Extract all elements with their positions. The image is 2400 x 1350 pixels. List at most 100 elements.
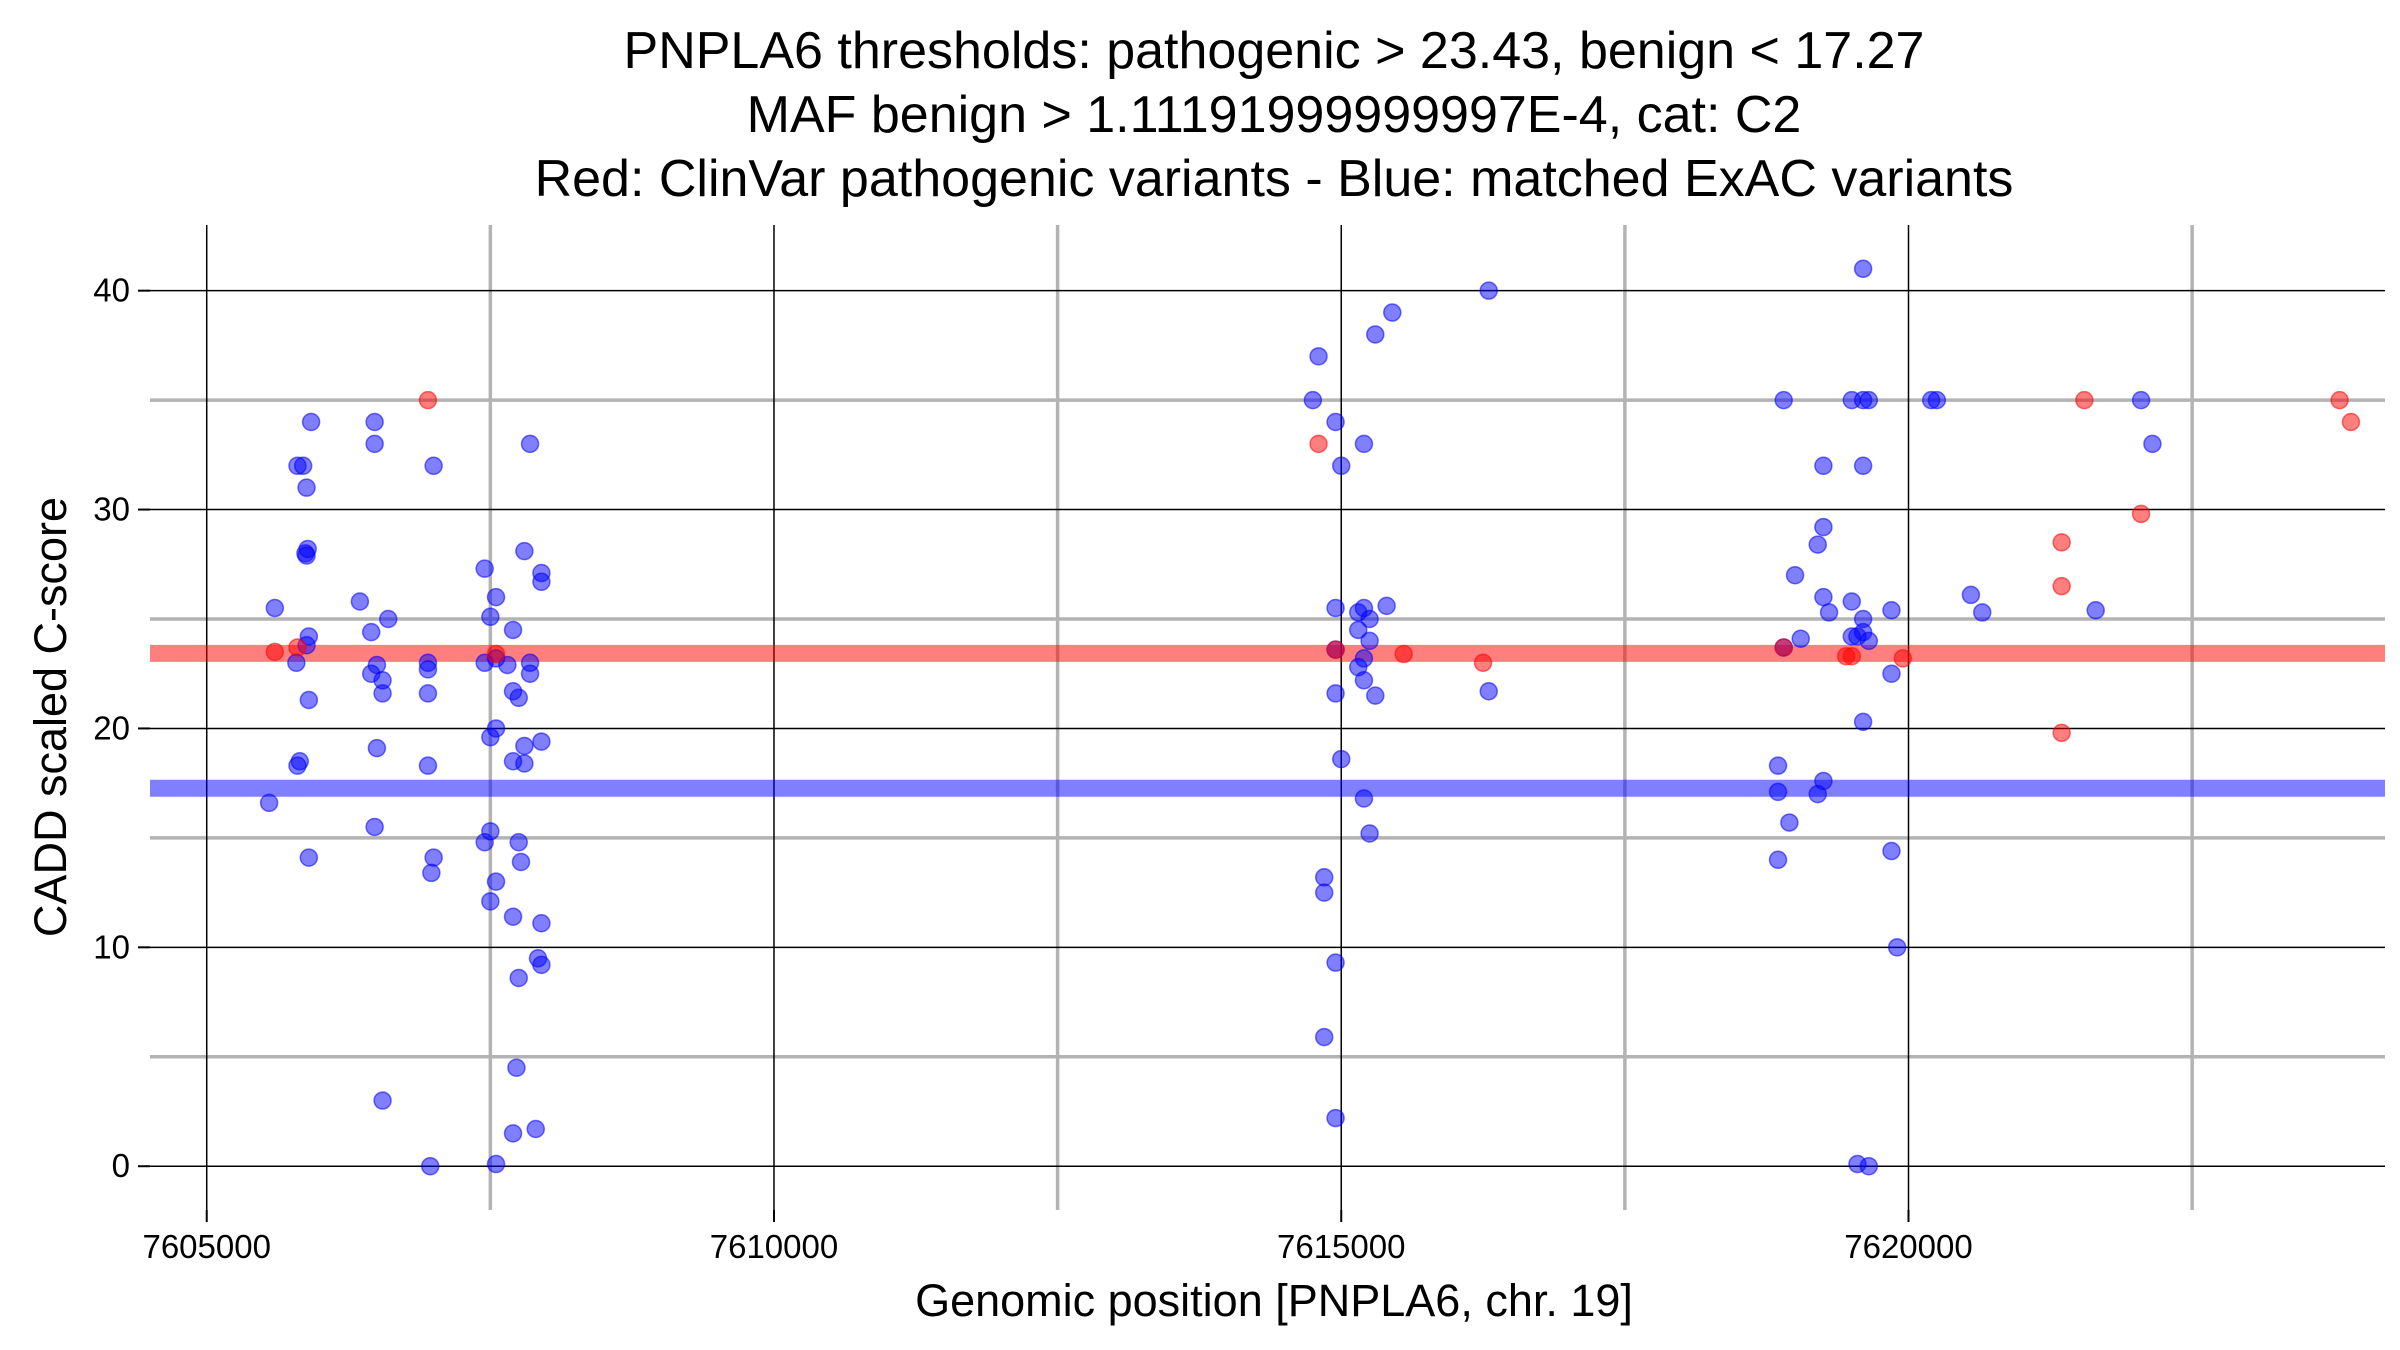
exac-variant-point (1768, 782, 1788, 802)
exac-variant-point (498, 655, 517, 675)
exac-variant-point (1780, 813, 1799, 832)
exac-variant-point (301, 412, 321, 432)
y-tick-label: 20 (93, 709, 130, 746)
exac-variant-point (526, 1119, 545, 1139)
exac-variant-point (378, 609, 398, 629)
chart-title: PNPLA6 thresholds: pathogenic > 23.43, b… (535, 22, 2014, 208)
exac-variant-point (481, 822, 500, 841)
exac-variant-point (1768, 850, 1788, 870)
exac-variant-point (424, 456, 443, 476)
exac-variant-point (1354, 649, 1374, 668)
exac-variant-point (532, 572, 551, 592)
clinvar-variant-point (1774, 638, 1793, 657)
exac-variant-point (1842, 592, 1862, 611)
y-tick-label: 0 (112, 1147, 130, 1184)
exac-variant-point (481, 727, 500, 747)
clinvar-variant-point (1394, 644, 1413, 664)
y-tick-label: 10 (93, 928, 130, 965)
exac-variant-point (2143, 434, 2162, 454)
exac-variant-point (1331, 456, 1351, 476)
clinvar-variant-point (2330, 390, 2349, 410)
exac-variant-point (486, 587, 506, 607)
exac-variant-point (373, 1091, 392, 1110)
exac-variant-point (1314, 868, 1334, 887)
exac-variant-point (1360, 609, 1379, 629)
x-tick-label: 7605000 (142, 1228, 270, 1265)
x-axis-label: Genomic position [PNPLA6, chr. 19] (915, 1275, 1633, 1326)
exac-variant-point (1377, 596, 1396, 616)
exac-variant-point (288, 756, 307, 775)
exac-variant-point (1314, 883, 1334, 902)
exac-variant-point (507, 1058, 526, 1077)
exac-variant-point (259, 793, 279, 813)
exac-variant-point (1961, 585, 1981, 605)
exac-variant-point (1887, 938, 1907, 957)
clinvar-variant-point (2052, 533, 2071, 552)
exac-variant-point (365, 434, 384, 454)
exac-variant-point (475, 559, 494, 578)
exac-variant-point (365, 817, 384, 837)
exac-variant-point (520, 434, 540, 454)
exac-variant-point (2131, 390, 2151, 410)
exac-variant-point (1853, 390, 1873, 410)
clinvar-variant-point (2052, 723, 2071, 743)
x-tick-label: 7610000 (710, 1228, 838, 1265)
exac-variant-point (509, 968, 528, 988)
exac-variant-point (509, 833, 528, 852)
exac-variant-point (418, 660, 438, 679)
clinvar-variant-point (2052, 576, 2071, 596)
exac-variant-point (1853, 712, 1873, 732)
exac-variant-point (1814, 456, 1833, 476)
exac-variant-point (1859, 1156, 1879, 1176)
y-tick-label: 30 (93, 491, 130, 528)
exac-variant-point (503, 1124, 523, 1143)
data-points (259, 259, 2361, 1176)
exac-variant-point (481, 892, 500, 911)
exac-variant-point (373, 671, 392, 690)
clinvar-variant-point (2075, 390, 2094, 410)
exac-variant-point (361, 622, 381, 642)
exac-variant-point (1383, 303, 1402, 322)
exac-variant-point (418, 684, 438, 703)
clinvar-variant-point (1473, 653, 1493, 673)
exac-variant-point (1814, 517, 1833, 537)
exac-variant-point (511, 852, 531, 872)
exac-variant-point (515, 754, 534, 773)
exac-variant-point (503, 620, 523, 640)
exac-variant-point (1366, 686, 1385, 705)
exac-variant-point (1360, 631, 1379, 651)
exac-variant-point (486, 872, 506, 891)
clinvar-variant-point (1326, 640, 1345, 659)
exac-variant-point (1853, 259, 1873, 279)
clinvar-variant-point (1893, 649, 1913, 668)
exac-variant-point (520, 653, 540, 673)
clinvar-variant-point (1842, 646, 1862, 666)
exac-variant-point (1314, 1027, 1334, 1047)
exac-variant-point (1354, 671, 1374, 690)
exac-variant-point (2086, 600, 2105, 620)
exac-variant-point (1814, 771, 1833, 791)
exac-variant-point (1808, 535, 1827, 554)
exac-variant-point (481, 607, 500, 627)
exac-variant-point (1326, 598, 1345, 618)
exac-variant-point (1882, 664, 1901, 683)
exac-variant-point (299, 690, 319, 710)
exac-variant-point (1303, 390, 1323, 410)
exac-variant-point (299, 848, 319, 867)
chart-title-line-1: PNPLA6 thresholds: pathogenic > 23.43, b… (624, 22, 1925, 80)
exac-variant-point (1479, 281, 1498, 300)
exac-variant-point (1785, 565, 1805, 585)
exac-variant-point (515, 736, 534, 756)
exac-variant-point (1882, 600, 1901, 620)
clinvar-variant-point (2131, 504, 2151, 524)
exac-variant-point (287, 653, 306, 673)
exac-variant-point (1326, 412, 1345, 432)
clinvar-variant-point (418, 390, 438, 410)
y-tick-label: 40 (93, 272, 130, 309)
exac-variant-point (532, 955, 551, 975)
exac-variant-point (265, 598, 285, 618)
clinvar-variant-point (2341, 412, 2361, 432)
exac-variant-point (1882, 841, 1901, 861)
exac-variant-point (1791, 629, 1810, 648)
